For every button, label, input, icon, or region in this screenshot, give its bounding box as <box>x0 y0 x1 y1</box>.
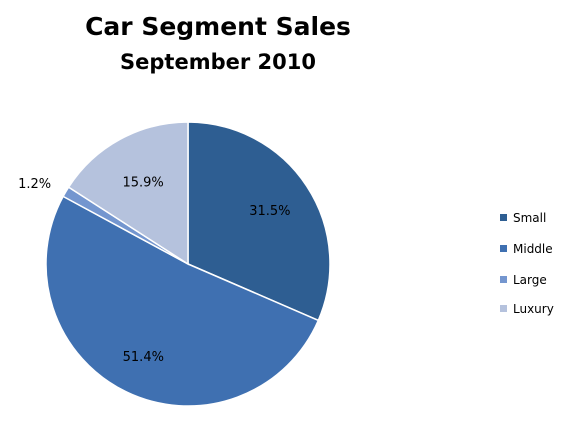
chart-subtitle: September 2010 <box>120 50 316 74</box>
chart-title: Car Segment Sales <box>85 12 351 41</box>
legend-label-small: Small <box>513 211 546 225</box>
pie-slice-middle <box>45 195 320 407</box>
legend-swatch-large <box>500 276 507 283</box>
pie-slice-luxury <box>67 121 189 266</box>
pie-slice-labels: 31.5% 51.4% 1.2% 15.9% <box>18 176 290 365</box>
pie-slices <box>45 121 331 407</box>
pie-slice-small <box>187 121 331 322</box>
slice-label-large: 1.2% <box>18 177 51 192</box>
legend-label-large: Large <box>513 273 547 287</box>
legend-swatch-middle <box>500 245 507 252</box>
legend-label-luxury: Luxury <box>513 302 554 316</box>
legend-swatch-small <box>500 214 507 221</box>
legend-swatch-luxury <box>500 305 507 312</box>
slice-label-small: 31.5% <box>249 204 290 219</box>
slice-label-luxury: 15.9% <box>122 176 163 191</box>
legend-label-middle: Middle <box>513 242 553 256</box>
legend: Small Middle Large Luxury <box>500 211 554 316</box>
slice-label-middle: 51.4% <box>123 350 164 365</box>
